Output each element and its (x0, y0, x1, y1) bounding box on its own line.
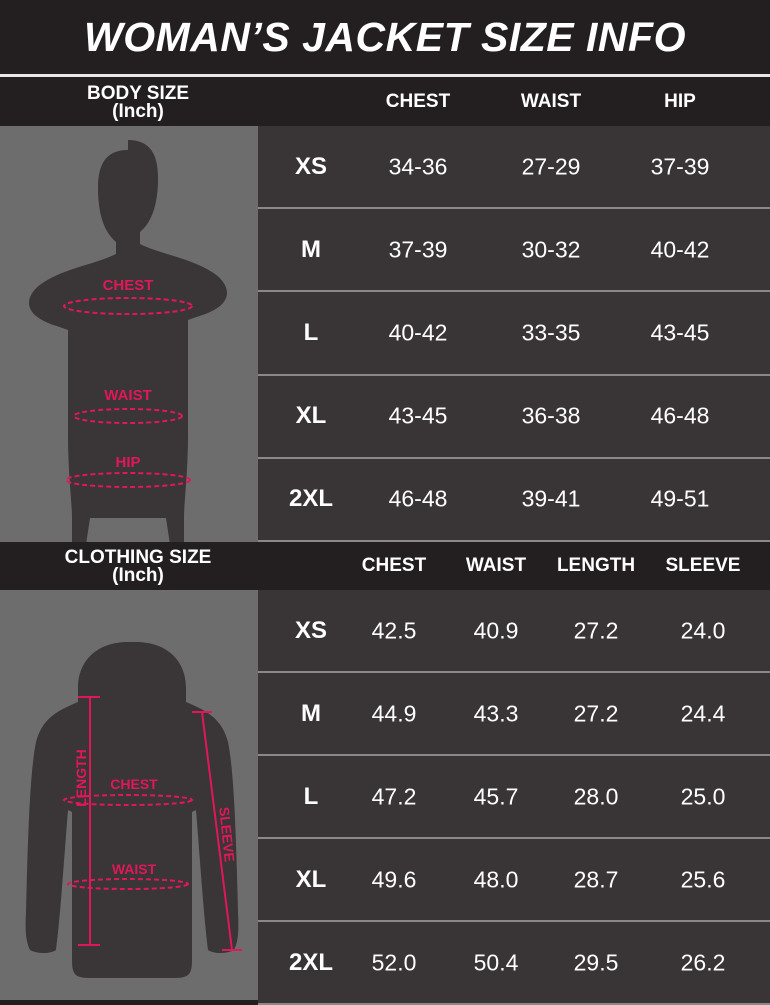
col-chest: CHEST (385, 91, 451, 112)
table-cell: 50.4 (473, 949, 519, 975)
body-silhouette-icon: CHEST WAIST HIP (29, 140, 227, 564)
table-cell: 30-32 (521, 236, 581, 263)
table-cell: 44.9 (371, 700, 417, 726)
table-cell: 27.2 (573, 700, 619, 726)
col-length: LENGTH (556, 555, 636, 576)
table-cell: 27.2 (573, 617, 619, 643)
chest-figure-label: CHEST (110, 776, 158, 792)
page-title: WOMAN’S JACKET SIZE INFO (0, 0, 770, 74)
jacket-silhouette-icon: LENGTH CHEST WAIST SLEEVE (25, 642, 242, 978)
size-label: XS (294, 152, 328, 180)
table-cell: 40.9 (473, 617, 519, 643)
table-cell: 28.0 (573, 783, 619, 809)
col-sleeve: SLEEVE (665, 555, 741, 576)
body-figure-panel: CHEST WAIST HIP (0, 126, 258, 564)
table-cell: 52.0 (371, 949, 417, 975)
size-label: M (301, 699, 321, 727)
sleeve-figure-label: SLEEVE (216, 806, 238, 863)
table-cell: 27-29 (521, 153, 581, 180)
table-cell: 28.7 (573, 866, 619, 892)
table-cell: 40-42 (650, 236, 710, 263)
clothing-size-unit: (Inch) (112, 565, 164, 586)
col-chest: CHEST (361, 555, 427, 576)
clothing-size-table: XS 42.5 40.9 27.2 24.0 M 44.9 43.3 27.2 24.4 L 47.2… (258, 590, 770, 1005)
size-label: 2XL (288, 485, 334, 513)
body-size-title: BODY SIZE (86, 83, 190, 104)
hip-figure-label: HIP (115, 454, 140, 471)
table-cell: 42.5 (371, 617, 417, 643)
table-cell: 37-39 (388, 236, 448, 263)
col-waist: WAIST (465, 555, 527, 576)
table-cell: 24.4 (680, 700, 726, 726)
table-cell: 43-45 (650, 319, 710, 346)
size-label: XL (295, 402, 327, 430)
clothing-size-title: CLOTHING SIZE (64, 547, 212, 568)
table-cell: 25.6 (680, 866, 726, 892)
length-figure-label: LENGTH (73, 749, 89, 807)
table-cell: 45.7 (473, 783, 519, 809)
table-cell: 37-39 (650, 153, 710, 180)
size-label: 2XL (288, 948, 334, 976)
clothing-size-label: CLOTHING SIZE (Inch) (0, 547, 276, 586)
table-row: XL 49.6 48.0 28.7 25.6 (258, 839, 770, 922)
table-cell: 39-41 (521, 485, 581, 512)
table-cell: 24.0 (680, 617, 726, 643)
table-cell: 49-51 (650, 485, 710, 512)
table-row: XS 34-36 27-29 37-39 (258, 126, 770, 210)
size-label: XL (295, 865, 327, 893)
table-row: 2XL 52.0 50.4 29.5 26.2 (258, 922, 770, 1005)
waist-figure-label: WAIST (112, 861, 157, 877)
table-cell: 47.2 (371, 783, 417, 809)
col-waist: WAIST (520, 91, 582, 112)
table-cell: 25.0 (680, 783, 726, 809)
size-label: M (301, 235, 321, 263)
table-cell: 26.2 (680, 949, 726, 975)
table-cell: 43.3 (473, 700, 519, 726)
table-row: L 47.2 45.7 28.0 25.0 (258, 756, 770, 839)
size-label: L (303, 782, 319, 810)
table-row: M 44.9 43.3 27.2 24.4 (258, 673, 770, 756)
divider (0, 74, 770, 77)
table-cell: 46-48 (650, 402, 710, 429)
body-size-header: BODY SIZE (Inch) CHEST WAIST HIP (0, 78, 770, 126)
table-cell: 36-38 (521, 402, 581, 429)
table-row: M 37-39 30-32 40-42 (258, 209, 770, 293)
col-hip: HIP (664, 91, 696, 112)
table-cell: 34-36 (388, 153, 448, 180)
chest-figure-label: CHEST (103, 277, 154, 294)
table-row: XL 43-45 36-38 46-48 (258, 375, 770, 459)
clothing-size-header: CLOTHING SIZE (Inch) CHEST WAIST LENGTH S… (0, 542, 770, 590)
jacket-figure-panel: LENGTH CHEST WAIST SLEEVE (0, 590, 258, 1000)
body-size-unit: (Inch) (112, 101, 164, 122)
table-cell: 49.6 (371, 866, 417, 892)
table-cell: 33-35 (521, 319, 581, 346)
table-cell: 29.5 (573, 949, 619, 975)
table-row: XS 42.5 40.9 27.2 24.0 (258, 590, 770, 673)
table-row: 2XL 46-48 39-41 49-51 (258, 458, 770, 542)
table-cell: 43-45 (388, 402, 448, 429)
table-row: L 40-42 33-35 43-45 (258, 292, 770, 376)
table-cell: 48.0 (473, 866, 519, 892)
size-label: XS (294, 616, 328, 644)
table-cell: 40-42 (388, 319, 448, 346)
body-size-label: BODY SIZE (Inch) (0, 83, 276, 122)
table-cell: 46-48 (388, 485, 448, 512)
body-size-table: XS 34-36 27-29 37-39 M 37-39 30-32 40-42 L 40-42 3… (258, 126, 770, 542)
size-label: L (303, 318, 319, 346)
waist-figure-label: WAIST (104, 387, 152, 404)
